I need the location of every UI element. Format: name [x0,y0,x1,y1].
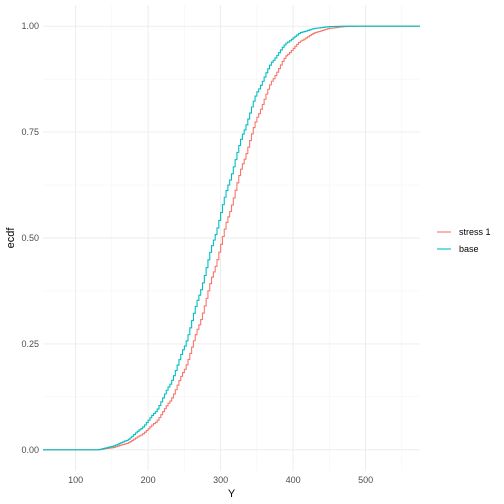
y-tick-label: 0.25 [21,339,39,349]
x-tick-labels: 100 200 300 400 500 [68,475,373,485]
grid [43,5,420,471]
y-tick-labels: 0.00 0.25 0.50 0.75 1.00 [21,21,39,455]
x-tick-label: 400 [286,475,301,485]
x-tick-label: 300 [213,475,228,485]
legend-label-stress-1: stress 1 [459,227,491,237]
series-line-base [43,25,420,451]
series-line-stress-1 [43,25,420,451]
y-axis-title: ecdf [5,227,17,249]
series-group [43,25,420,451]
x-tick-label: 100 [68,475,83,485]
y-tick-label: 0.50 [21,233,39,243]
legend-label-base: base [459,244,479,254]
x-tick-label: 200 [141,475,156,485]
x-axis-title: Y [228,488,236,500]
legend: stress 1 base [437,227,491,254]
y-tick-label: 1.00 [21,21,39,31]
y-tick-label: 0.00 [21,445,39,455]
x-tick-label: 500 [358,475,373,485]
y-tick-label: 0.75 [21,127,39,137]
